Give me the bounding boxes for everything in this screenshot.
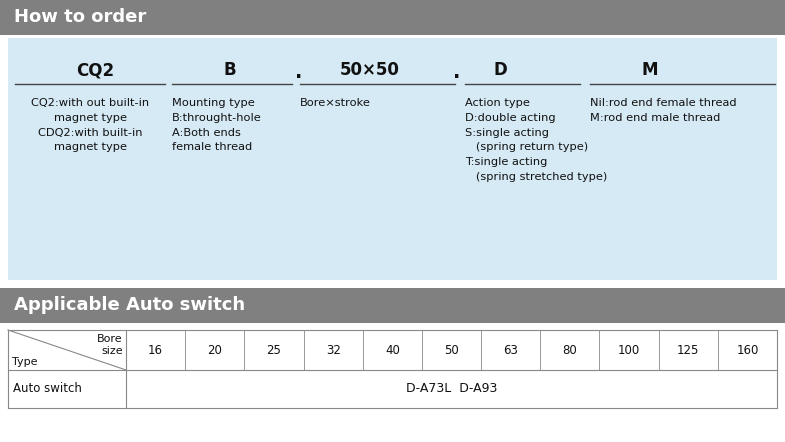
Text: 125: 125 <box>677 343 699 357</box>
FancyBboxPatch shape <box>0 288 785 323</box>
Text: CQ2: CQ2 <box>76 61 114 79</box>
Text: 50×50: 50×50 <box>340 61 400 79</box>
Text: 80: 80 <box>563 343 577 357</box>
Text: CQ2:with out built-in
magnet type
CDQ2:with built-in
magnet type: CQ2:with out built-in magnet type CDQ2:w… <box>31 98 149 152</box>
Text: Nil:rod end female thread
M:rod end male thread: Nil:rod end female thread M:rod end male… <box>590 98 736 123</box>
Text: .: . <box>295 62 303 81</box>
Text: size: size <box>101 346 123 356</box>
Text: B: B <box>224 61 236 79</box>
Text: 160: 160 <box>736 343 758 357</box>
Text: D-A73L  D-A93: D-A73L D-A93 <box>406 382 497 396</box>
Text: 100: 100 <box>618 343 641 357</box>
Text: Action type
D:double acting
S:single acting
   (spring return type)
T:single act: Action type D:double acting S:single act… <box>465 98 608 182</box>
FancyBboxPatch shape <box>8 38 777 280</box>
Text: 40: 40 <box>385 343 400 357</box>
Text: .: . <box>453 62 461 81</box>
Text: D: D <box>493 61 507 79</box>
Text: How to order: How to order <box>14 8 146 27</box>
Text: Bore: Bore <box>97 334 123 344</box>
Text: 32: 32 <box>326 343 341 357</box>
Text: M: M <box>642 61 659 79</box>
Text: 63: 63 <box>503 343 518 357</box>
Text: 16: 16 <box>148 343 163 357</box>
Text: 25: 25 <box>267 343 281 357</box>
Text: 20: 20 <box>207 343 222 357</box>
Text: Auto switch: Auto switch <box>13 382 82 396</box>
FancyBboxPatch shape <box>8 330 777 408</box>
FancyBboxPatch shape <box>0 0 785 35</box>
Text: Applicable Auto switch: Applicable Auto switch <box>14 297 245 315</box>
Text: Type: Type <box>12 357 38 367</box>
Text: Bore×stroke: Bore×stroke <box>300 98 371 108</box>
Text: Mounting type
B:throught-hole
A:Both ends
female thread: Mounting type B:throught-hole A:Both end… <box>172 98 261 152</box>
Text: 50: 50 <box>444 343 459 357</box>
